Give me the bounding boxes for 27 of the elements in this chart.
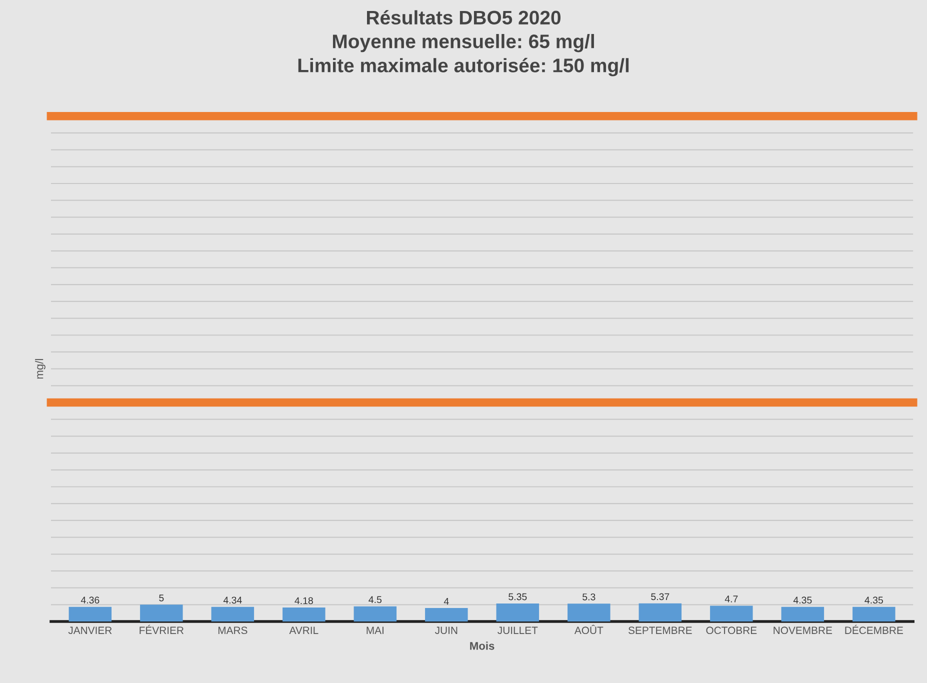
data-label: 5 — [159, 594, 164, 602]
data-label: 4.35 — [793, 596, 812, 604]
data-label: 5.37 — [651, 593, 670, 600]
data-label: 4.7 — [724, 596, 738, 602]
y-axis-title: mg/l — [35, 359, 46, 379]
x-tick-label: FÉVRIER — [140, 624, 184, 634]
x-tick-label: MARS — [218, 626, 248, 634]
data-label: 5.35 — [508, 593, 527, 600]
data-label: 5.3 — [582, 593, 596, 600]
x-tick-label: AVRIL — [289, 626, 318, 634]
x-tick-label: JUILLET — [498, 626, 538, 634]
x-tick-label: JANVIER — [68, 626, 112, 634]
chart-title: Résultats DBO5 2020 Moyenne mensuelle: 65 mg/l Limite maximale autorisée: 150 mg/l — [298, 10, 629, 76]
data-label: 4.36 — [80, 596, 100, 604]
x-tick-label: NOVEMBRE — [774, 626, 832, 634]
x-tick-label: SEPTEMBRE — [628, 626, 692, 634]
x-tick-label: AOÛT — [574, 624, 604, 634]
data-label: 4 — [444, 598, 449, 605]
x-axis-title: Mois — [470, 642, 494, 650]
data-label: 4.34 — [223, 596, 242, 604]
x-tick-label: OCTOBRE — [706, 626, 757, 634]
x-tick-label: JUIN — [435, 626, 458, 634]
x-tick-label: MAI — [366, 626, 384, 634]
data-label: 4.5 — [368, 596, 382, 604]
data-label: 4.35 — [864, 596, 883, 604]
data-label: 4.18 — [294, 597, 313, 604]
x-tick-label: DÉCEMBRE — [845, 624, 903, 634]
